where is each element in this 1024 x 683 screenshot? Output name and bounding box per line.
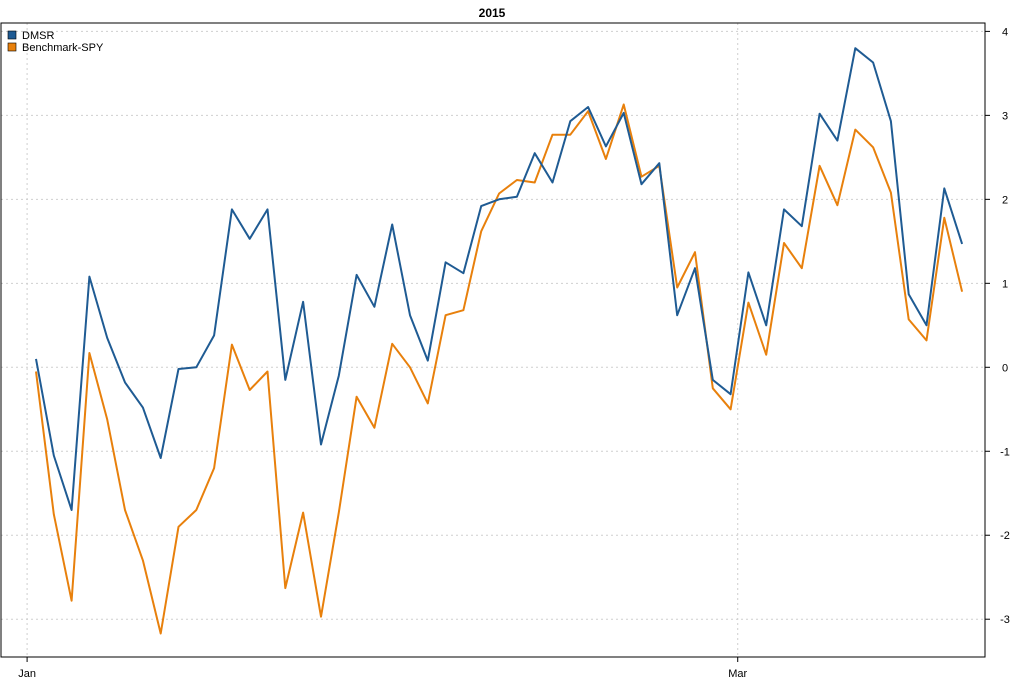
legend-swatch: [7, 42, 17, 52]
series-line-benchmark-spy: [35, 103, 964, 635]
y-tick-label: 2: [1002, 194, 1008, 206]
legend-swatch: [7, 30, 17, 40]
y-tick-label: -1: [1000, 446, 1010, 458]
y-tick-label: -3: [1000, 614, 1010, 626]
axis-layer: -3 -2 -1 0 1 2 3 4 Jan Mar: [18, 26, 1010, 680]
series-layer: [35, 47, 964, 635]
y-tick-label: 1: [1002, 278, 1008, 290]
y-tick-label: 4: [1002, 26, 1008, 38]
grid-layer: [1, 23, 985, 657]
y-tick-label: -2: [1000, 530, 1010, 542]
chart-title: 2015: [479, 6, 506, 20]
x-tick-label: Mar: [728, 668, 747, 680]
y-tick-label: 0: [1002, 362, 1008, 374]
plot-frame: [0, 22, 986, 658]
series-line-dmsr: [35, 47, 964, 511]
y-tick-label: 3: [1002, 110, 1008, 122]
x-tick-label: Jan: [18, 668, 36, 680]
legend-label: DMSR: [22, 30, 54, 42]
legend-label: Benchmark-SPY: [22, 42, 104, 54]
